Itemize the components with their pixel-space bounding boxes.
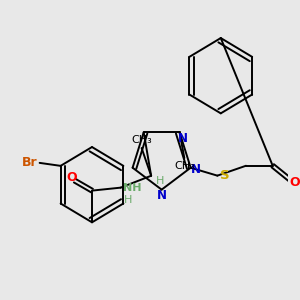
Text: NH: NH [124, 183, 142, 193]
Text: N: N [177, 132, 188, 145]
Text: H: H [124, 194, 132, 205]
Text: CH₃: CH₃ [174, 161, 195, 171]
Text: H: H [156, 176, 164, 186]
Text: N: N [157, 189, 166, 202]
Text: O: O [289, 176, 300, 189]
Text: CH₃: CH₃ [131, 135, 152, 145]
Text: S: S [220, 169, 230, 182]
Text: Br: Br [22, 156, 38, 170]
Text: O: O [67, 171, 77, 184]
Text: N: N [191, 163, 201, 176]
